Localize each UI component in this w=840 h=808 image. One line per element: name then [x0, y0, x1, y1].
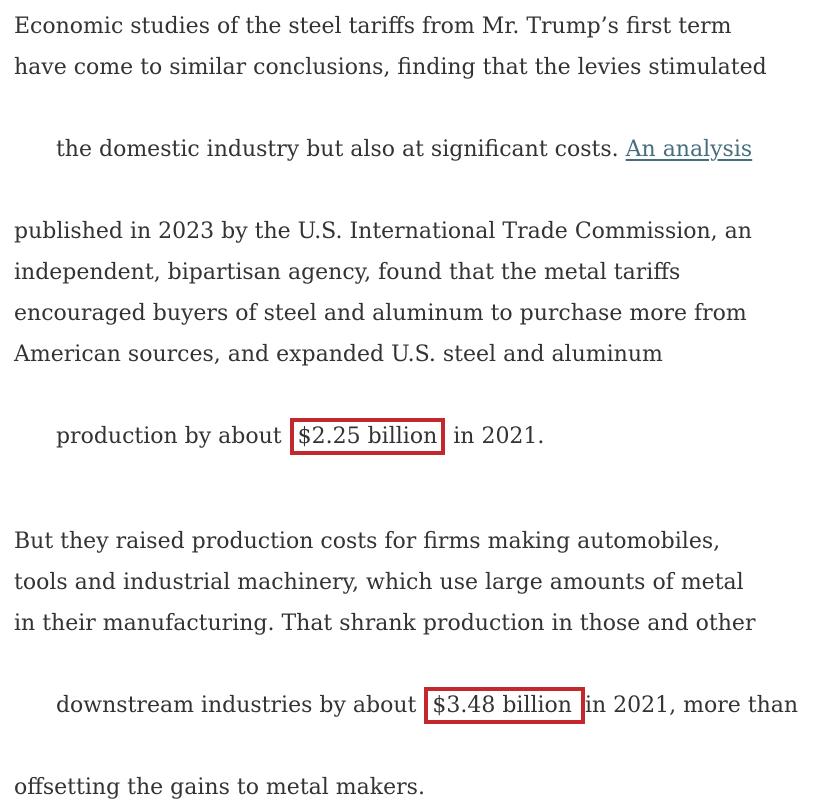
- paragraph-1: Economic studies of the steel tariffs fr…: [14, 6, 826, 498]
- text-line: independent, bipartisan agency, found th…: [14, 260, 681, 285]
- analysis-link[interactable]: An analysis: [625, 137, 753, 162]
- text-line: the domestic industry but also at signif…: [14, 88, 826, 211]
- text-line: production by about $2.25 billion in 202…: [14, 375, 826, 498]
- text-line: American sources, and expanded U.S. stee…: [14, 342, 663, 367]
- text-line: Economic studies of the steel tariffs fr…: [14, 14, 732, 39]
- text-line: downstream industries by about $3.48 bil…: [14, 644, 826, 767]
- highlight-box-3-48-billion: $3.48 billion: [424, 687, 585, 724]
- text-line: published in 2023 by the U.S. Internatio…: [14, 219, 752, 244]
- text-line: offsetting the gains to metal makers.: [14, 775, 425, 800]
- text-line: But they raised production costs for fir…: [14, 529, 721, 554]
- text-line: in their manufacturing. That shrank prod…: [14, 611, 756, 636]
- text-line: tools and industrial machinery, which us…: [14, 570, 744, 595]
- text-line: have come to similar conclusions, findin…: [14, 55, 767, 80]
- text-segment: in 2021.: [446, 424, 545, 449]
- text-segment: in 2021, more than: [584, 693, 799, 718]
- text-segment: the domestic industry but also at signif…: [55, 137, 626, 162]
- paragraph-2: But they raised production costs for fir…: [14, 521, 826, 808]
- text-segment: production by about: [55, 424, 289, 449]
- text-line: encouraged buyers of steel and aluminum …: [14, 301, 747, 326]
- text-segment: downstream industries by about: [55, 693, 424, 718]
- highlight-box-2-25-billion: $2.25 billion: [289, 418, 446, 455]
